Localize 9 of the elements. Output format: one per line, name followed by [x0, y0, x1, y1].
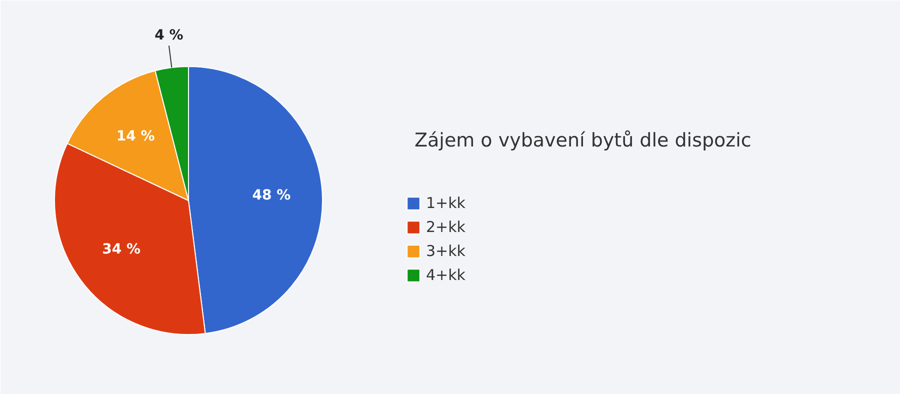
- data-label: 34 %: [102, 241, 140, 258]
- legend-label: 4+kk: [426, 266, 466, 284]
- data-label: 4 %: [154, 28, 184, 44]
- data-label: 14 %: [116, 128, 155, 144]
- data-label: 48 %: [252, 187, 291, 204]
- legend-label: 1+kk: [426, 194, 466, 212]
- legend-label: 3+kk: [426, 242, 466, 260]
- text: Zájem o vybavení bytů dle dispozic: [414, 130, 752, 152]
- legend-label: 2+kk: [426, 218, 466, 236]
